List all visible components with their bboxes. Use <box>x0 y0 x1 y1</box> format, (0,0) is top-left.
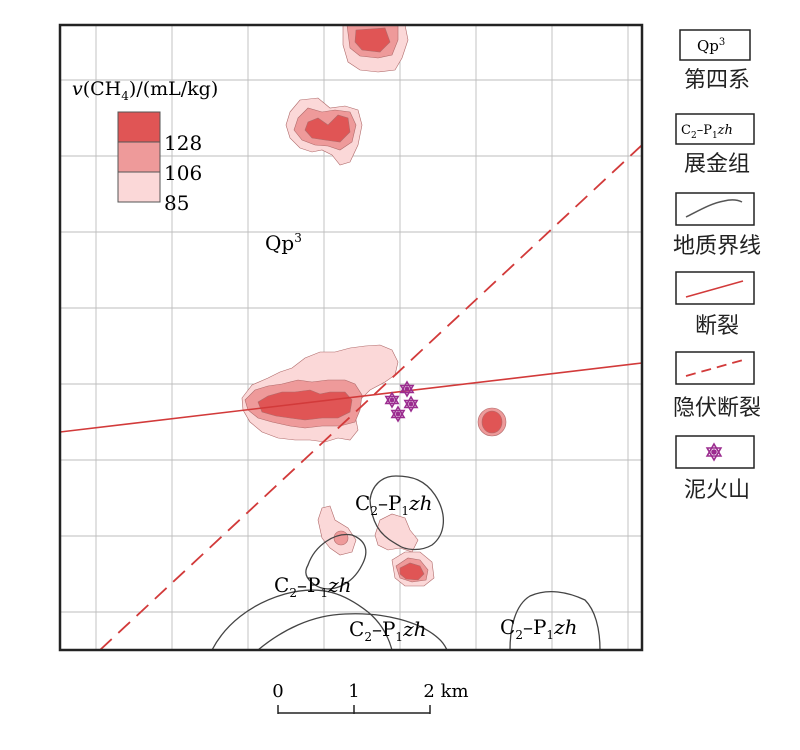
legend-swatch-128 <box>117 111 161 143</box>
geologic-boundary-line <box>369 475 444 551</box>
concentration-legend-title: v(CH4)/(mL/kg) <box>72 78 218 103</box>
mud-volcano-cluster <box>384 380 419 423</box>
legend-label-fault: 断裂 <box>694 314 739 339</box>
anomaly-128-top <box>354 27 391 53</box>
side-legend: Qp3 C2–P1zh <box>675 29 755 469</box>
methane-anomalies <box>241 25 507 587</box>
legend-boundary-line <box>685 199 743 218</box>
geologic-boundary-line <box>509 590 601 650</box>
label-c2p1zh-2: C2–P1zh <box>274 573 351 600</box>
geologic-boundary-line <box>257 613 448 650</box>
legend-fault-line <box>685 280 744 298</box>
legend-level-85: 85 <box>164 191 189 215</box>
legend-label-quaternary: 第四系 <box>683 68 750 93</box>
label-c2p1zh-4: C2–P1zh <box>500 615 577 642</box>
map-area: Qp3 C2–P1zh C2–P1zh C2–P1zh C2–P1zh v(CH… <box>60 25 642 650</box>
anomaly-106-lower-left <box>333 530 349 546</box>
scale-label-0: 0 <box>272 681 283 702</box>
mud-volcano-icon <box>705 442 723 462</box>
geologic-boundaries <box>211 475 601 650</box>
legend-swatch-85 <box>117 171 161 203</box>
legend-box-zhanjin <box>675 113 755 145</box>
anomaly-128-central <box>257 389 353 421</box>
legend-box-boundary <box>675 192 755 226</box>
legend-level-128: 128 <box>164 131 202 155</box>
legend-level-106: 106 <box>164 161 202 185</box>
scale-bar: 0 1 2 km <box>272 681 469 714</box>
legend-label-geologic-boundary: 地质界线 <box>672 234 761 259</box>
geologic-boundary-line <box>305 533 367 590</box>
fault-line <box>60 362 642 433</box>
label-c2p1zh-1: C2–P1zh <box>355 491 432 518</box>
legend-concealed-fault-line <box>685 359 744 377</box>
legend-box-fault <box>675 271 755 305</box>
scale-label-1: 1 <box>348 681 359 702</box>
mud-volcano-icon <box>403 395 419 413</box>
scale-label-2: 2 km <box>423 681 468 702</box>
legend-swatch-106 <box>117 141 161 173</box>
mud-volcano-icon <box>399 380 415 398</box>
label-c2p1zh-3: C2–P1zh <box>349 617 426 644</box>
legend-label-mud-volcano: 泥火山 <box>683 478 750 503</box>
mud-volcano-icon <box>390 405 406 423</box>
legend-box-quaternary <box>679 29 751 61</box>
anomaly-128-east-core <box>481 410 503 434</box>
concentration-legend: v(CH4)/(mL/kg) 128 106 85 <box>72 78 218 215</box>
anomaly-85-lower-right <box>374 513 419 553</box>
mud-volcano-icon <box>705 442 723 462</box>
legend-box-concealed-fault <box>675 351 755 385</box>
anomaly-128-lower-bottom <box>399 562 425 581</box>
legend-label-concealed-fault: 隐伏断裂 <box>672 396 761 421</box>
label-qp3: Qp3 <box>265 231 302 255</box>
geologic-boundary-line <box>211 589 393 650</box>
map-frame <box>58 23 644 652</box>
legend-symbol-c2p1zh: C2–P1zh <box>681 123 733 141</box>
legend-label-zhanjin: 展金组 <box>683 152 750 177</box>
legend-symbol-qp3: Qp3 <box>697 37 725 55</box>
anomaly-128-upper <box>304 114 351 143</box>
mud-volcano-icon <box>384 391 400 409</box>
